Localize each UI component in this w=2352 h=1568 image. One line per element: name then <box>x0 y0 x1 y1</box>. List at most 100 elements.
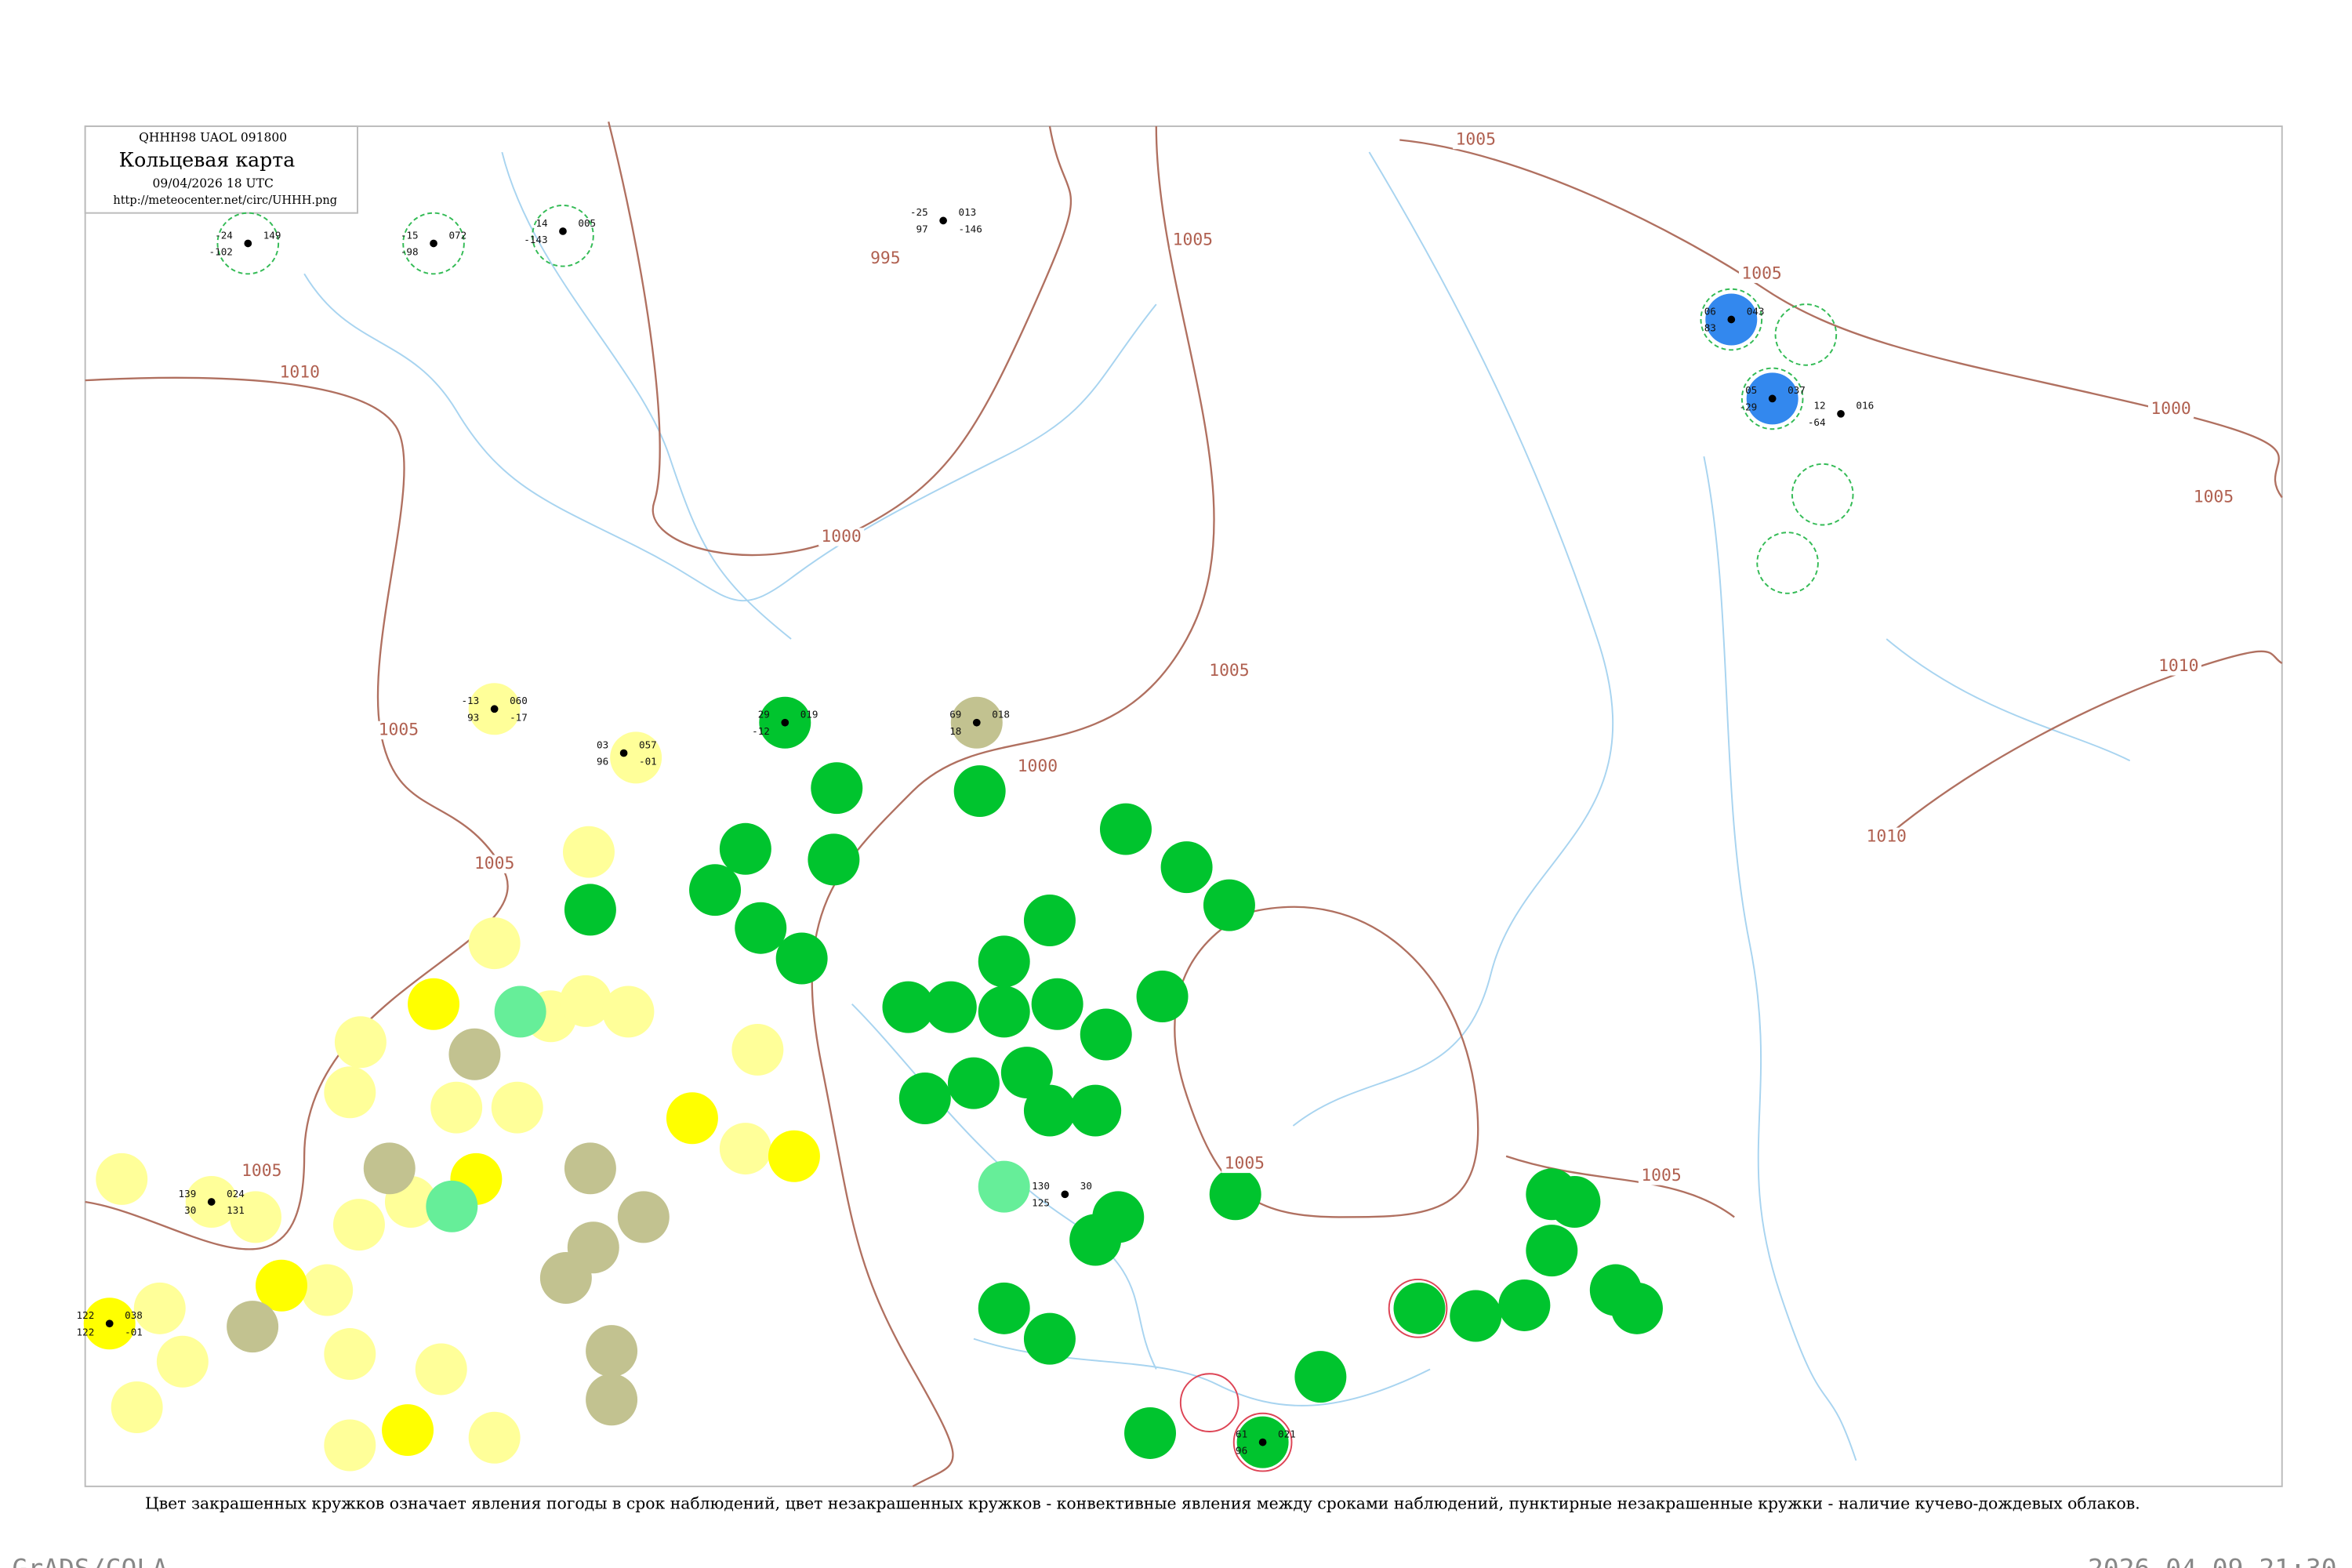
weather-circle <box>334 1016 387 1069</box>
station-value: 61 <box>1236 1428 1247 1439</box>
station-value: -146 <box>959 223 982 235</box>
weather-circle <box>111 1381 163 1433</box>
isobar-label-bg <box>1170 230 1216 250</box>
weather-circle <box>768 1130 820 1182</box>
station-value: 016 <box>1856 400 1874 412</box>
weather-circle <box>775 932 828 985</box>
station-value: 83 <box>1704 322 1716 334</box>
isobar-label: 995 <box>870 249 901 268</box>
station-value: 06 <box>1704 305 1716 317</box>
header-code: QHHH98 UAOL 091800 <box>139 131 287 145</box>
isobar-label-bg <box>471 855 517 873</box>
weather-circle <box>947 1057 1000 1109</box>
station-value: -01 <box>125 1326 143 1338</box>
cb-circle <box>532 204 594 267</box>
station-dot <box>1727 315 1736 324</box>
station-dot <box>105 1319 114 1328</box>
cb-circle <box>1791 463 1854 526</box>
convective-circle <box>1388 1278 1448 1338</box>
weather-circle <box>978 935 1030 988</box>
station-value: 024 <box>227 1188 245 1200</box>
convective-circle <box>1179 1373 1240 1432</box>
weather-circle <box>811 762 863 815</box>
weather-circle <box>898 1073 951 1125</box>
rivers <box>303 151 2131 1461</box>
station-value: 05 <box>1745 384 1757 396</box>
header-time: 09/04/2026 18 UTC <box>152 176 273 191</box>
weather-circle <box>1610 1282 1663 1334</box>
convective-circle <box>1232 1412 1293 1472</box>
weather-circle <box>731 1023 784 1076</box>
weather-circle <box>324 1328 376 1381</box>
weather-circle <box>1023 1312 1076 1365</box>
weather-circle <box>719 1123 771 1175</box>
weather-circle <box>1526 1168 1578 1221</box>
station-value: 96 <box>597 756 608 768</box>
weather-circle <box>1031 978 1083 1030</box>
weather-circle <box>882 981 935 1033</box>
weather-circle <box>468 917 521 970</box>
station-value: -24 <box>215 229 233 241</box>
station-value: -13 <box>461 695 479 706</box>
header-box <box>84 125 358 214</box>
cb-circle <box>1774 303 1838 366</box>
weather-circle <box>735 902 787 954</box>
cb-circle <box>1740 367 1804 430</box>
station-dot <box>244 239 252 248</box>
weather-circle <box>689 864 742 916</box>
station-value: 30 <box>184 1204 196 1216</box>
station-dot <box>207 1198 216 1206</box>
station-value: -29 <box>1739 401 1757 413</box>
station-dot <box>559 227 567 235</box>
station-dot <box>939 216 947 225</box>
station-dot <box>1837 409 1845 418</box>
weather-circle <box>363 1142 416 1195</box>
weather-circle <box>1092 1191 1145 1243</box>
station-value: 019 <box>800 709 818 720</box>
header-url: http://meteocenter.net/circ/UHHH.png <box>113 194 337 207</box>
weather-circle <box>324 1066 376 1119</box>
station-value: 043 <box>1747 305 1765 317</box>
station-dot <box>619 749 628 757</box>
weather-circle <box>564 884 616 936</box>
weather-circle <box>1160 841 1213 894</box>
station-dot <box>1258 1438 1267 1446</box>
weather-circle <box>1000 1047 1053 1099</box>
isobar-label: 1005 <box>1641 1166 1681 1185</box>
station-value: -102 <box>209 246 233 258</box>
station-value: 97 <box>916 223 928 235</box>
weather-circle <box>1124 1406 1177 1459</box>
isobar-label: 1005 <box>1225 1153 1265 1173</box>
isobar-label: 1000 <box>821 527 861 546</box>
weather-circle <box>978 985 1030 1038</box>
isobar-label: 1000 <box>2151 399 2190 419</box>
station-value: 018 <box>992 709 1010 720</box>
isobar-label-bg <box>1206 662 1253 681</box>
isobar-label: 1010 <box>1867 826 1907 846</box>
weather-circle <box>96 1152 148 1205</box>
weather-circle <box>230 1191 281 1243</box>
weather-circle <box>953 765 1006 818</box>
isobar-label: 1005 <box>241 1161 281 1181</box>
weather-circle <box>1498 1279 1551 1331</box>
caption: Цвет закрашенных кружков означает явлени… <box>145 1494 2140 1513</box>
weather-circle <box>617 1191 670 1243</box>
isobar-label: 1005 <box>1741 263 1781 283</box>
station-value: 93 <box>467 711 479 723</box>
weather-circle <box>586 1374 638 1426</box>
weather-circle <box>1023 1084 1076 1137</box>
cb-circle <box>1700 288 1763 351</box>
station-value: -143 <box>524 234 547 245</box>
station-value: 122 <box>77 1326 95 1338</box>
isobar-label-bg <box>2155 657 2201 676</box>
station-value: 122 <box>77 1309 95 1321</box>
isobar-label: 1010 <box>2158 656 2198 676</box>
station-dot <box>490 705 499 713</box>
station-dot <box>1768 394 1777 403</box>
isobar-label-bg <box>1864 827 1910 846</box>
station-dot <box>781 718 789 727</box>
weather-circle <box>408 978 460 1030</box>
weather-circle <box>256 1259 307 1312</box>
weather-circle <box>1080 1008 1132 1061</box>
